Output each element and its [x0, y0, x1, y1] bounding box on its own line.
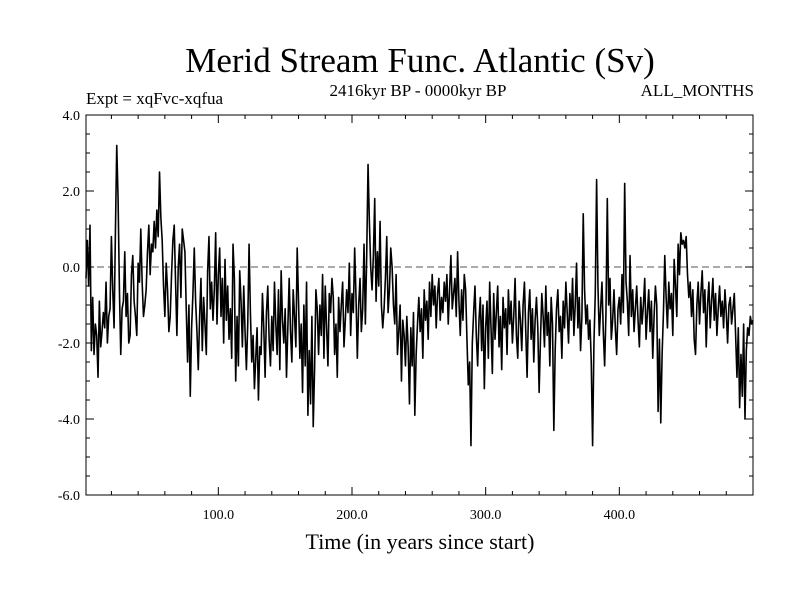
y-tick-label: 2.0	[63, 185, 81, 200]
y-tick-label: -6.0	[58, 489, 80, 504]
x-tick-label: 300.0	[470, 508, 502, 523]
time-range-label: 2416kyr BP - 0000kyr BP	[330, 81, 507, 100]
months-label: ALL_MONTHS	[641, 81, 754, 100]
y-tick-label: -4.0	[58, 413, 80, 428]
y-axis: 4.0 2.0 0.0 -2.0 -4.0 -6.0	[58, 109, 753, 504]
x-axis-title: Time (in years since start)	[306, 529, 535, 554]
series-line	[85, 144, 754, 447]
y-tick-label: 0.0	[63, 261, 81, 276]
chart-title: Merid Stream Func. Atlantic (Sv)	[185, 41, 655, 80]
x-tick-label: 400.0	[604, 508, 636, 523]
x-tick-label: 100.0	[203, 508, 235, 523]
x-tick-label: 200.0	[336, 508, 368, 523]
y-tick-label: 4.0	[63, 109, 81, 124]
experiment-label: Expt = xqFvc-xqfua	[86, 89, 224, 108]
y-tick-label: -2.0	[58, 337, 80, 352]
x-axis: 100.0 200.0 300.0 400.0	[110, 115, 754, 523]
